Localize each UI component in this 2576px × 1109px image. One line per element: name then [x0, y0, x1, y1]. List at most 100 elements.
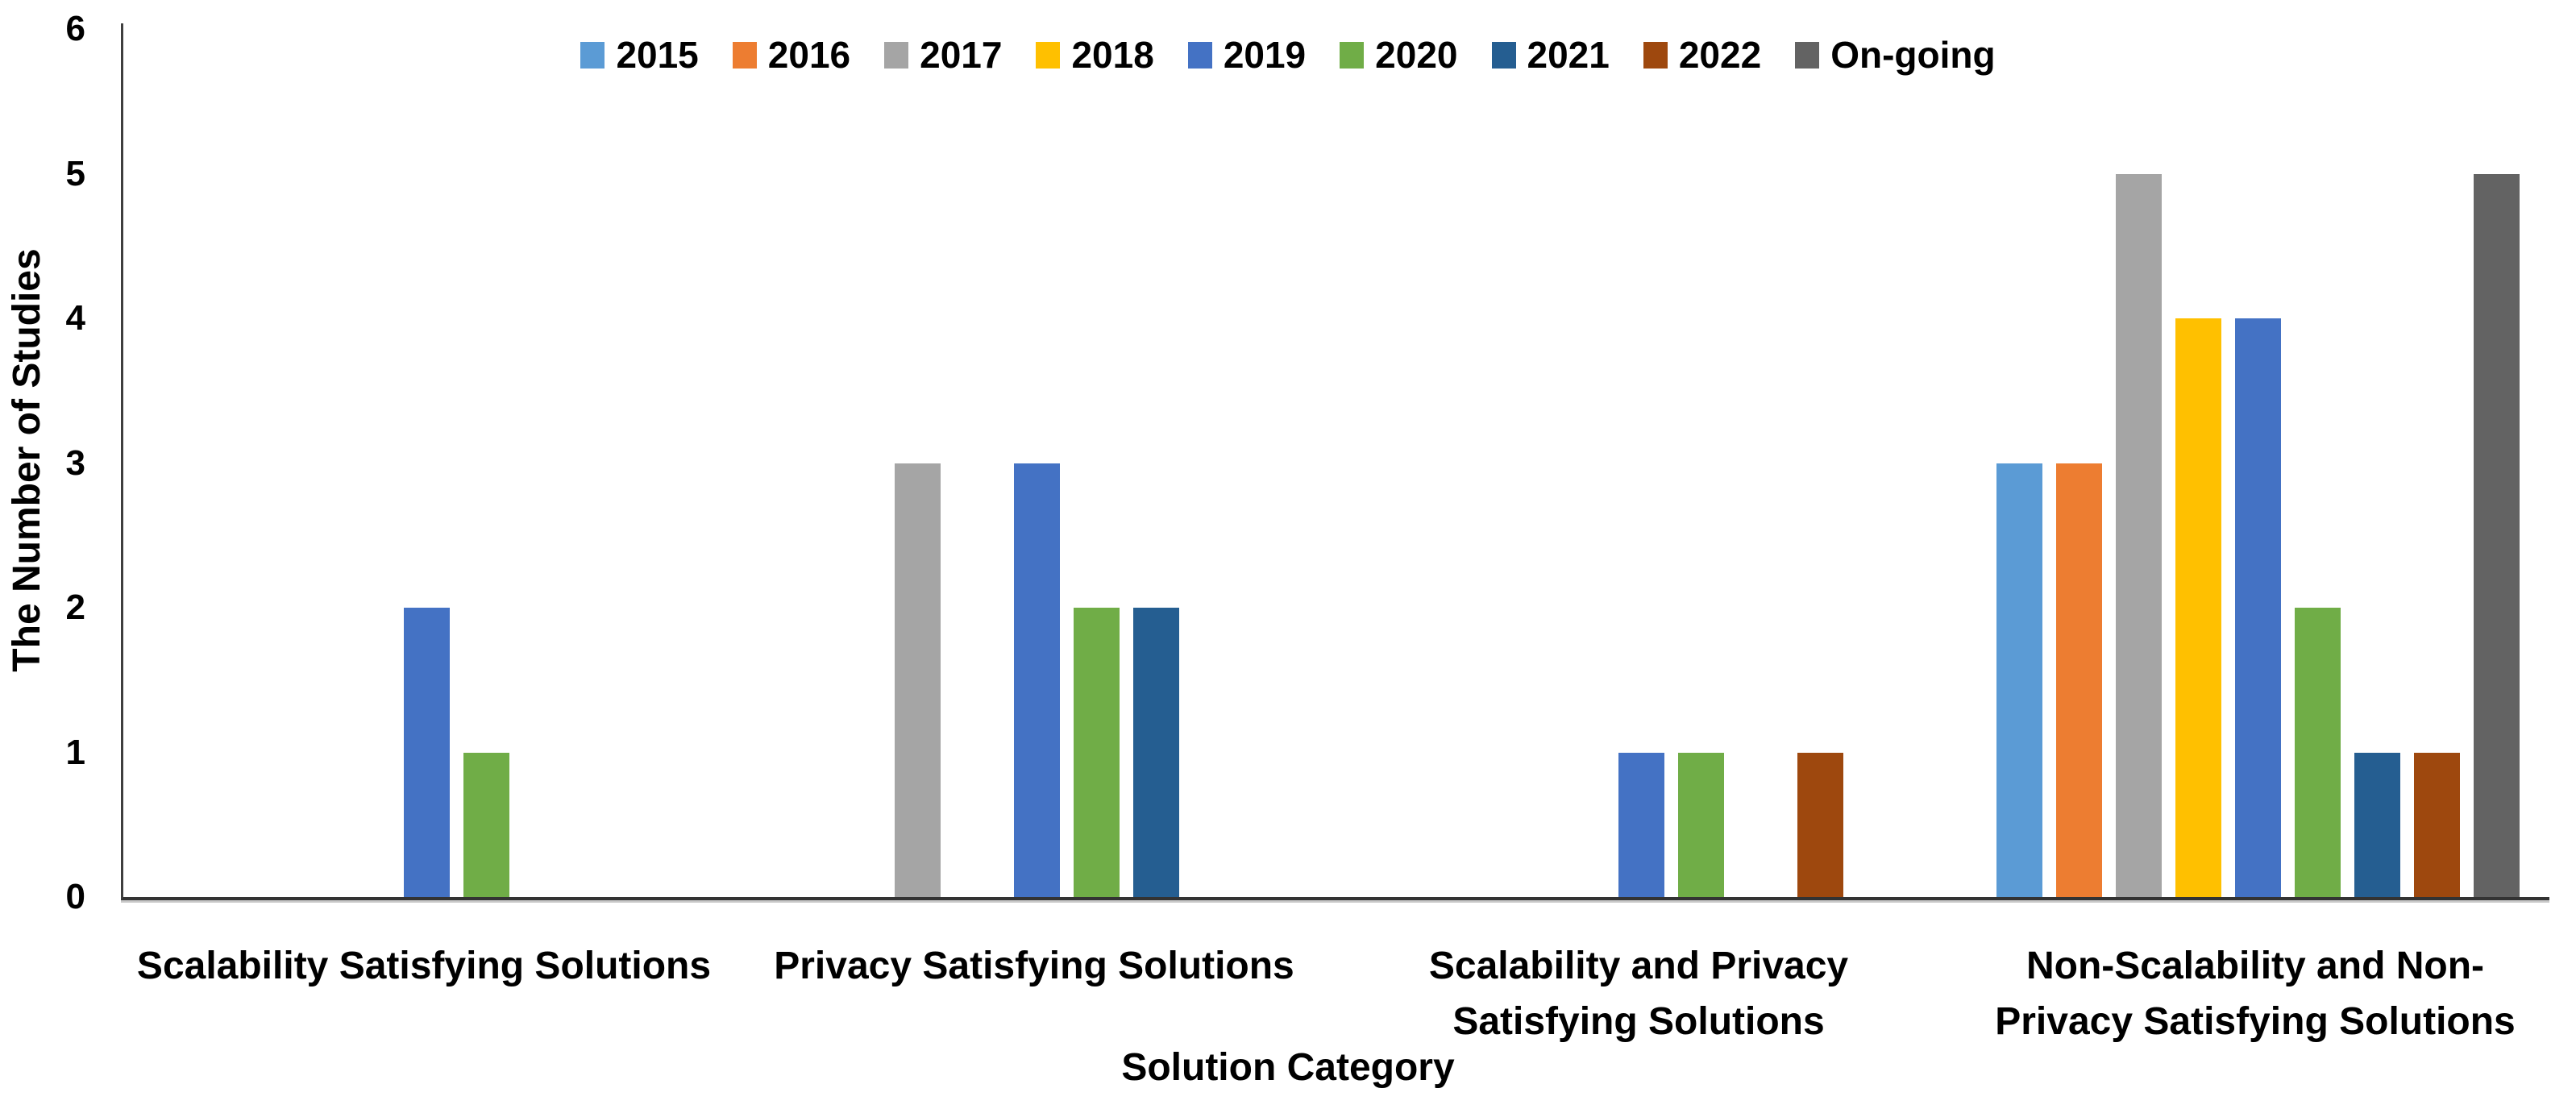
bar-slot-2015 [768, 23, 828, 897]
bar-2018-non-scalability-and-non-privacy-satisfying-solutions [2175, 318, 2221, 897]
legend-item-2019: 2019 [1187, 34, 1307, 76]
legend-label: 2021 [1527, 34, 1610, 76]
bar-slot-On-going [1850, 23, 1909, 897]
bar-2019-scalability-satisfying-solutions [403, 608, 450, 897]
bar-slot-2018 [947, 23, 1007, 897]
bar-2019-privacy-satisfying-solutions [1013, 463, 1060, 897]
bar-group-non-scalability-and-non-privacy-satisfying-solutions [1989, 23, 2526, 897]
bar-2020-scalability-satisfying-solutions [463, 752, 509, 897]
legend-label: 2022 [1678, 34, 1762, 76]
legend-item-2022: 2022 [1643, 34, 1761, 76]
legend-item-2016: 2016 [732, 34, 851, 76]
plot-area [121, 23, 2549, 903]
legend-swatch-icon [1643, 41, 1668, 69]
legend-label: 2015 [616, 34, 699, 76]
bar-slot-2018 [1552, 23, 1611, 897]
bar-On-going-non-scalability-and-non-privacy-satisfying-solutions [2473, 173, 2520, 897]
legend-swatch-icon [580, 41, 605, 69]
category-label-non-scalability-and-non-privacy-satisfying-solutions: Non-Scalability and Non- Privacy Satisfyi… [1917, 938, 2576, 1049]
legend-label: 2016 [767, 34, 851, 76]
legend-label: 2020 [1375, 34, 1458, 76]
x-axis-title: Solution Category [1121, 1046, 1455, 1089]
category-label-line: Privacy Satisfying Solutions [774, 945, 1294, 987]
legend-label: 2018 [1071, 34, 1154, 76]
bar-slot-2015 [1373, 23, 1432, 897]
category-label-line: Scalability Satisfying Solutions [136, 945, 712, 987]
bar-slot-2019 [2228, 23, 2287, 897]
bar-slot-On-going [635, 23, 695, 897]
legend-item-2021: 2021 [1491, 34, 1610, 76]
category-label-scalability-satisfying-solutions: Scalability Satisfying Solutions [85, 938, 762, 994]
bar-2020-non-scalability-and-non-privacy-satisfying-solutions [2294, 608, 2341, 897]
bar-2019-non-scalability-and-non-privacy-satisfying-solutions [2234, 318, 2281, 897]
y-tick-label-4: 4 [65, 298, 85, 338]
category-label-line: Satisfying Solutions [1452, 1000, 1825, 1043]
y-tick-label-0: 0 [65, 877, 85, 916]
bar-group-privacy-satisfying-solutions [768, 23, 1305, 897]
bar-2017-non-scalability-and-non-privacy-satisfying-solutions [2115, 173, 2162, 897]
legend-swatch-icon [1187, 41, 1212, 69]
legend-swatch-icon [884, 41, 909, 69]
bar-slot-2021 [516, 23, 575, 897]
bar-slot-2017 [1492, 23, 1552, 897]
bar-2020-privacy-satisfying-solutions [1073, 608, 1120, 897]
bar-slot-2018 [2168, 23, 2228, 897]
bar-slot-On-going [1245, 23, 1305, 897]
bar-2021-privacy-satisfying-solutions [1132, 608, 1179, 897]
bar-2016-non-scalability-and-non-privacy-satisfying-solutions [2055, 463, 2102, 897]
bar-slot-2015 [158, 23, 218, 897]
bar-slot-On-going [2466, 23, 2526, 897]
y-tick-label-3: 3 [65, 442, 85, 483]
bar-slot-2020 [2287, 23, 2347, 897]
legend-label: 2019 [1223, 34, 1307, 76]
category-label-line: Scalability and Privacy [1428, 945, 1849, 987]
legend-label: 2017 [920, 34, 1003, 76]
category-label-line: Privacy Satisfying Solutions [1995, 1000, 2516, 1043]
bar-2022-non-scalability-and-non-privacy-satisfying-solutions [2413, 752, 2460, 897]
bar-slot-2016 [2049, 23, 2109, 897]
y-tick-label-2: 2 [65, 588, 85, 627]
legend-swatch-icon [732, 41, 757, 69]
bar-slot-2022 [1186, 23, 1245, 897]
bar-slot-2016 [1432, 23, 1492, 897]
bar-slot-2019 [1007, 23, 1066, 897]
bar-slot-2016 [828, 23, 887, 897]
legend-swatch-icon [1340, 41, 1365, 69]
bar-slot-2017 [2109, 23, 2168, 897]
bar-group-scalability-and-privacy-satisfying-solutions [1373, 23, 1909, 897]
category-label-privacy-satisfying-solutions: Privacy Satisfying Solutions [696, 938, 1373, 994]
legend-swatch-icon [1491, 41, 1516, 69]
bar-slot-2022 [575, 23, 635, 897]
bar-slot-2021 [2347, 23, 2407, 897]
y-tick-label-6: 6 [65, 9, 85, 48]
legend-item-2018: 2018 [1036, 34, 1154, 76]
legend-item-2020: 2020 [1340, 34, 1458, 76]
bar-slot-2020 [1066, 23, 1126, 897]
bar-2015-non-scalability-and-non-privacy-satisfying-solutions [1996, 463, 2042, 897]
y-tick-label-5: 5 [65, 153, 85, 193]
bar-2017-privacy-satisfying-solutions [894, 463, 941, 897]
bar-slot-2022 [1790, 23, 1850, 897]
legend-swatch-icon [1795, 41, 1820, 69]
legend-label: On-going [1830, 34, 1996, 76]
bar-slot-2015 [1989, 23, 2049, 897]
bar-2020-scalability-and-privacy-satisfying-solutions [1677, 752, 1724, 897]
bar-slot-2019 [1611, 23, 1671, 897]
category-label-line: Non-Scalability and Non- [2025, 945, 2485, 987]
legend: 2015 2016 2017 2018 2019 2020 2021 2022 On-going [0, 34, 2576, 76]
bar-slot-2016 [218, 23, 277, 897]
bar-slot-2021 [1126, 23, 1186, 897]
y-tick-label-1: 1 [65, 732, 85, 772]
bar-slot-2020 [456, 23, 516, 897]
legend-item-2015: 2015 [580, 34, 699, 76]
bar-slot-2021 [1730, 23, 1790, 897]
bar-2022-scalability-and-privacy-satisfying-solutions [1797, 752, 1843, 897]
bar-slot-2017 [887, 23, 947, 897]
bar-slot-2019 [397, 23, 456, 897]
bar-slot-2017 [277, 23, 337, 897]
bar-2019-scalability-and-privacy-satisfying-solutions [1618, 752, 1664, 897]
bar-group-scalability-satisfying-solutions [158, 23, 695, 897]
legend-item-On-going: On-going [1795, 34, 1996, 76]
legend-swatch-icon [1036, 41, 1061, 69]
